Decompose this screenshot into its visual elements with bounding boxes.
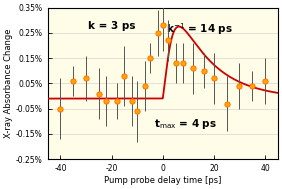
Text: k$^{-1}$ = 14 ps: k$^{-1}$ = 14 ps bbox=[166, 21, 233, 37]
Text: t$_{\mathrm{max}}$ = 4 ps: t$_{\mathrm{max}}$ = 4 ps bbox=[154, 117, 217, 131]
Y-axis label: X-ray Absorbance Change: X-ray Absorbance Change bbox=[4, 29, 13, 138]
X-axis label: Pump probe delay time [ps]: Pump probe delay time [ps] bbox=[104, 176, 221, 185]
Text: k = 3 ps: k = 3 ps bbox=[88, 21, 136, 31]
